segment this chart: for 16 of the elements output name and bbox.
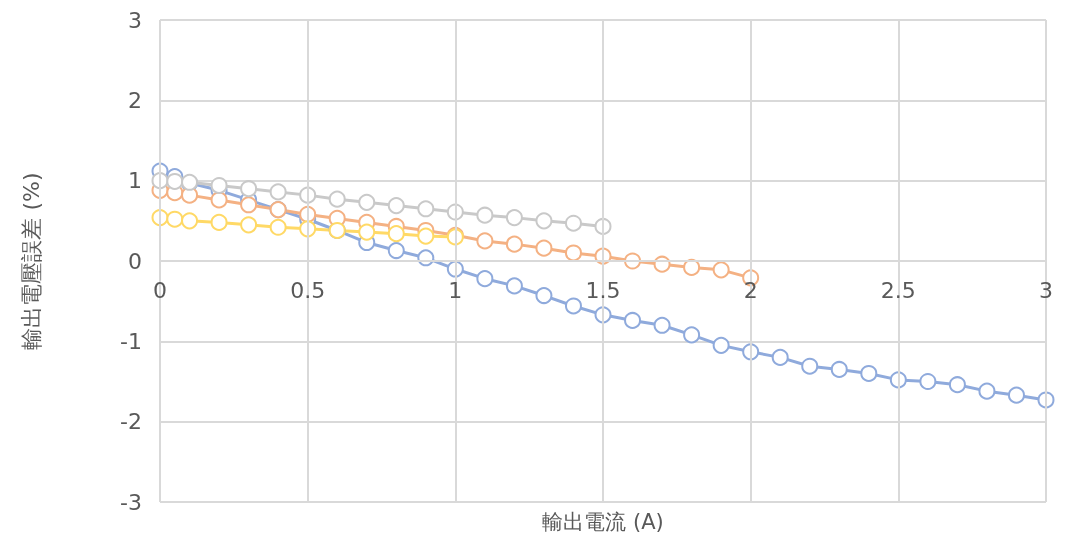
x-tick-label: 0.5	[290, 277, 326, 303]
x-tick-label: 1	[448, 277, 463, 303]
y-tick-label: 2	[128, 87, 142, 113]
x-tick-label: 2.5	[880, 277, 916, 303]
y-tick-label: -3	[120, 489, 142, 515]
x-tick-label: 3	[1039, 277, 1053, 303]
y-tick-label: -1	[120, 328, 142, 354]
x-axis-title: 輸出電流 (A)	[542, 510, 664, 534]
x-tick-label: 2	[743, 277, 758, 303]
y-tick-label: 3	[128, 7, 142, 33]
y-tick-label: 0	[128, 248, 142, 274]
x-tick-label: 0	[153, 277, 167, 303]
y-tick-label: 1	[128, 168, 142, 194]
x-tick-label: 1.5	[585, 277, 621, 303]
y-tick-label: -2	[120, 409, 142, 435]
y-axis-title: 輸出電壓誤差 (%)	[18, 172, 44, 350]
